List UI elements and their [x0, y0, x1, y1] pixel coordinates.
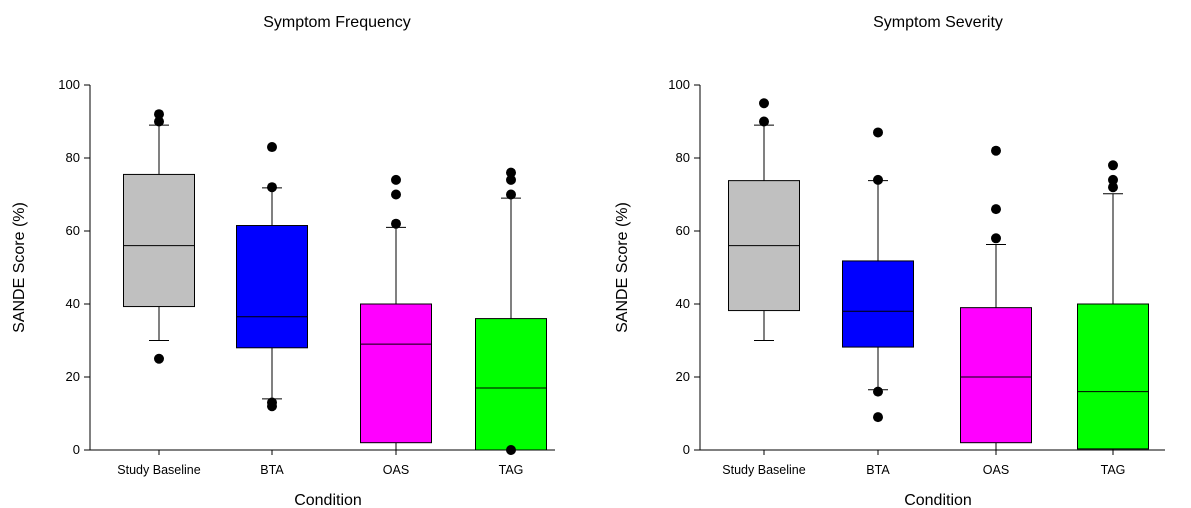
box-iqr [842, 260, 914, 348]
box-bta [842, 127, 914, 423]
box-iqr [360, 303, 432, 444]
outlier-point [759, 116, 769, 127]
outlier-point [873, 127, 883, 138]
x-axis-label: Condition [294, 492, 362, 508]
y-tick-label: 40 [66, 296, 80, 311]
y-axis-label: SANDE Score (%) [614, 202, 631, 333]
box-iqr [236, 225, 308, 349]
outlier-point [391, 189, 401, 200]
outlier-point [873, 412, 883, 423]
outlier-point [873, 386, 883, 397]
x-tick-label: OAS [383, 463, 409, 477]
box-study-baseline [728, 98, 800, 341]
box-iqr [475, 318, 547, 451]
y-axis-label: SANDE Score (%) [11, 202, 28, 333]
x-tick-label: BTA [260, 463, 284, 477]
box-iqr [1077, 303, 1149, 450]
box-oas [360, 174, 432, 451]
y-tick-label: 80 [676, 150, 690, 165]
outlier-point [759, 98, 769, 109]
y-tick-label: 60 [676, 223, 690, 238]
outlier-point [506, 445, 516, 455]
box-oas [960, 145, 1032, 451]
x-tick-label: Study Baseline [117, 463, 200, 477]
chart-title: Symptom Severity [873, 14, 1003, 31]
x-tick-label: TAG [499, 463, 524, 477]
outlier-point [267, 397, 277, 408]
outlier-point [873, 174, 883, 185]
outlier-point [506, 189, 516, 200]
y-tick-label: 40 [676, 296, 690, 311]
y-tick-label: 100 [668, 77, 690, 92]
outlier-point [154, 116, 164, 127]
y-tick-label: 0 [683, 442, 690, 457]
outlier-point [154, 353, 164, 364]
y-tick-label: 20 [66, 369, 80, 384]
outlier-point [1108, 160, 1118, 171]
box-bta [236, 142, 308, 412]
outlier-point [391, 174, 401, 185]
outlier-point [267, 142, 277, 153]
y-tick-label: 0 [73, 442, 80, 457]
outlier-point [391, 218, 401, 229]
outlier-point [506, 174, 516, 185]
y-tick-label: 80 [66, 150, 80, 165]
y-tick-label: 100 [58, 77, 80, 92]
outlier-point [1108, 174, 1118, 185]
outlier-point [991, 204, 1001, 215]
y-tick-label: 20 [676, 369, 690, 384]
x-tick-label: Study Baseline [722, 463, 805, 477]
outlier-point [991, 145, 1001, 156]
box-study-baseline [123, 109, 195, 364]
chart-title: Symptom Frequency [263, 14, 411, 31]
outlier-point [506, 167, 516, 178]
outlier-point [154, 109, 164, 120]
outlier-point [1108, 182, 1118, 193]
x-tick-label: OAS [983, 463, 1009, 477]
box-iqr [960, 307, 1032, 444]
box-tag [1077, 160, 1149, 451]
box-tag [475, 167, 547, 455]
x-axis-label: Condition [904, 492, 972, 508]
symptom-severity-panel: Symptom Severity 0 20 40 60 80 100 SANDE Score … [614, 14, 1165, 508]
x-tick-label: TAG [1101, 463, 1126, 477]
y-tick-label: 60 [66, 223, 80, 238]
outlier-point [991, 233, 1001, 244]
outlier-point [267, 182, 277, 193]
x-tick-label: BTA [866, 463, 890, 477]
box-iqr [123, 173, 195, 308]
symptom-frequency-panel: Symptom Frequency 0 20 40 60 80 100 SANDE Score… [11, 14, 555, 508]
